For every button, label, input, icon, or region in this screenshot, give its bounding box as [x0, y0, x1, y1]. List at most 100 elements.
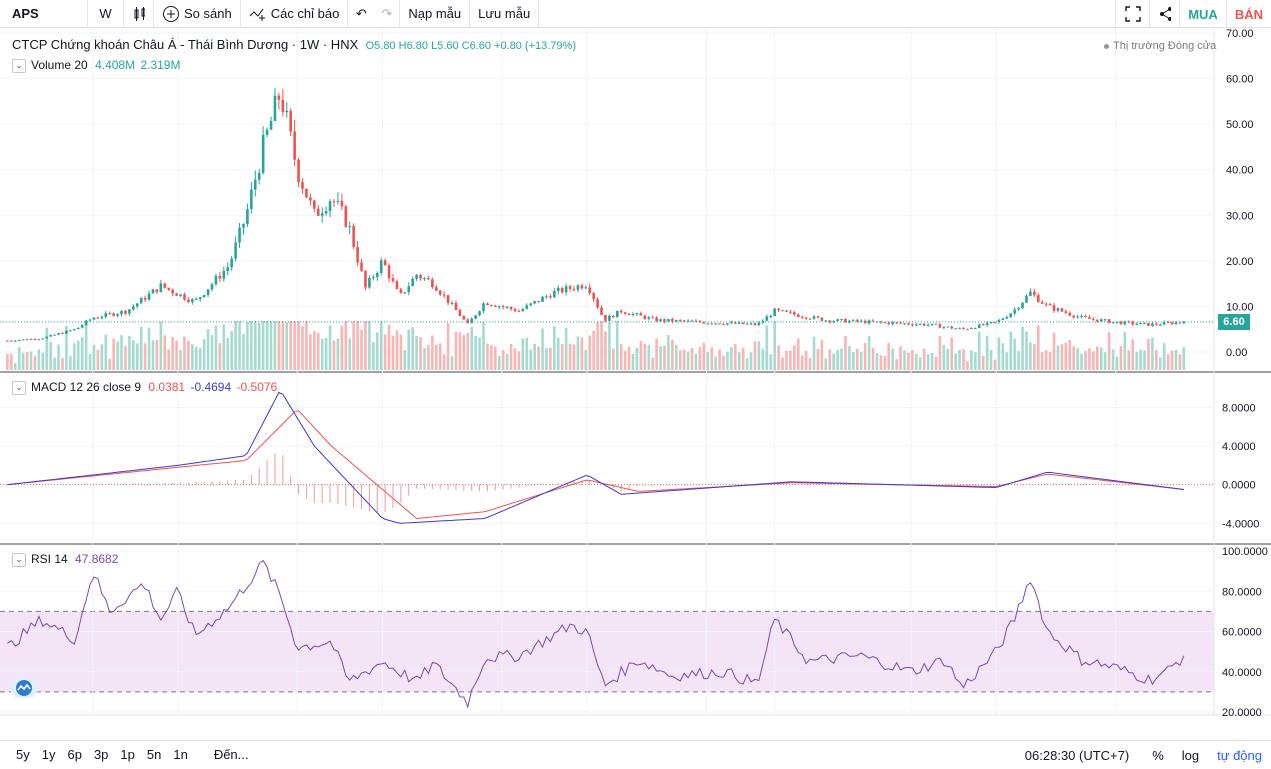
range-button-2[interactable]: 6p	[67, 747, 82, 762]
candle-body	[840, 319, 843, 321]
candle-body	[981, 324, 985, 326]
candle-body	[816, 316, 820, 318]
candle-body	[1162, 322, 1166, 325]
redo-button[interactable]: ↷	[374, 0, 401, 28]
volume-bar	[403, 350, 407, 370]
macd-tick-label: 4.0000	[1222, 441, 1256, 453]
fullscreen-button[interactable]	[1115, 0, 1149, 28]
range-button-5[interactable]: 5n	[146, 747, 162, 762]
range-button-7[interactable]: Đến...	[213, 747, 249, 762]
candle-body	[1036, 295, 1040, 303]
range-button-3[interactable]: 3p	[93, 747, 109, 762]
candle-body	[517, 311, 521, 313]
volume-bar	[360, 329, 363, 370]
volume-bar	[631, 353, 635, 370]
volume-bar	[61, 357, 64, 370]
volume-bar	[737, 352, 741, 370]
volume-bar	[41, 352, 45, 370]
volume-bar	[694, 353, 698, 370]
candle-body	[781, 310, 784, 312]
interval-label: W	[99, 6, 112, 21]
sell-button[interactable]: BÁN	[1225, 0, 1271, 28]
volume-bar	[431, 335, 434, 370]
candle-body	[852, 319, 855, 321]
volume-bar	[958, 349, 961, 370]
candle-body	[399, 289, 403, 293]
candle-body	[1009, 313, 1013, 318]
volume-bar	[128, 336, 131, 370]
candle-body	[434, 287, 438, 291]
volume-bar	[828, 349, 832, 370]
candle-body	[175, 293, 178, 296]
collapse-arrow-icon[interactable]: ⌄	[12, 380, 26, 395]
share-button[interactable]	[1149, 0, 1179, 28]
indicators-icon	[249, 8, 265, 21]
volume-bar	[537, 346, 540, 370]
price-tick-label: 40.00	[1226, 165, 1254, 177]
volume-bar	[175, 340, 178, 370]
candle-body	[1139, 322, 1142, 325]
candle-body	[37, 339, 41, 341]
range-button-6[interactable]: 1n	[173, 747, 188, 762]
volume-bar	[627, 346, 631, 370]
log-toggle[interactable]: log	[1181, 747, 1200, 763]
volume-bar	[1107, 332, 1111, 370]
load-template-button[interactable]: Nạp mẫu	[400, 0, 471, 28]
range-button-0[interactable]: 5y	[16, 747, 30, 762]
collapse-arrow-icon[interactable]: ⌄	[12, 552, 26, 567]
undo-button[interactable]: ↶	[348, 0, 374, 28]
candle-body	[749, 323, 753, 325]
volume-bar	[497, 355, 501, 370]
volume-name: Volume 20	[31, 58, 88, 72]
volume-bar	[1178, 354, 1182, 370]
candle-body	[80, 325, 84, 328]
buy-button[interactable]: MUA	[1179, 0, 1226, 28]
volume-bar	[734, 344, 737, 370]
indicators-button[interactable]: Các chỉ báo	[241, 0, 349, 28]
chart-svg[interactable]: 70.00 60.00 50.00 40.00 30.00 20.00 10.00 0.00 8…	[0, 28, 1271, 734]
rsi-name: RSI 14	[31, 552, 68, 566]
volume-bar	[1025, 331, 1028, 370]
collapse-arrow-icon[interactable]: ⌄	[12, 58, 26, 73]
volume-bar	[265, 321, 269, 370]
rsi-legend: ⌄ RSI 14 47.8682	[12, 552, 118, 567]
auto-toggle[interactable]: tự động	[1217, 747, 1262, 763]
volume-bar	[69, 356, 72, 370]
volume-bar	[1174, 349, 1178, 370]
volume-bar	[690, 348, 694, 370]
percent-toggle[interactable]: %	[1152, 747, 1164, 763]
buy-label: MUA	[1188, 6, 1218, 22]
range-button-1[interactable]: 1y	[41, 747, 56, 762]
volume-bar	[505, 354, 509, 370]
chart-area[interactable]: 70.00 60.00 50.00 40.00 30.00 20.00 10.00 0.00 8…	[0, 28, 1271, 734]
last-price-tag: 6.60	[1218, 314, 1250, 330]
volume-bar	[1017, 350, 1020, 370]
candle-body	[49, 334, 52, 337]
range-button-4[interactable]: 1p	[120, 747, 135, 762]
candle-body	[1143, 322, 1146, 324]
chart-type-button[interactable]	[124, 0, 154, 28]
volume-bar	[985, 335, 989, 370]
symbol-search[interactable]: APS	[0, 0, 88, 28]
candle-body	[958, 328, 961, 330]
candle-body	[576, 285, 580, 290]
logo-badge[interactable]	[10, 678, 38, 698]
candles-icon	[134, 6, 145, 21]
candle-body	[997, 319, 1001, 323]
candle-body	[596, 299, 599, 308]
candle-body	[883, 322, 887, 324]
candle-body	[820, 317, 824, 321]
volume-bar	[820, 339, 824, 370]
volume-bar	[572, 344, 576, 370]
volume-bar	[250, 321, 253, 370]
interval-button[interactable]: W	[88, 0, 124, 28]
volume-bar	[277, 321, 281, 370]
candle-body	[407, 286, 411, 293]
compare-button[interactable]: So sánh	[154, 0, 241, 28]
save-template-button[interactable]: Lưu mẫu	[470, 0, 540, 28]
candle-body	[419, 274, 422, 279]
volume-bar	[442, 354, 446, 370]
candle-body	[470, 318, 473, 324]
volume-bar	[852, 352, 855, 370]
candle-body	[541, 296, 544, 302]
